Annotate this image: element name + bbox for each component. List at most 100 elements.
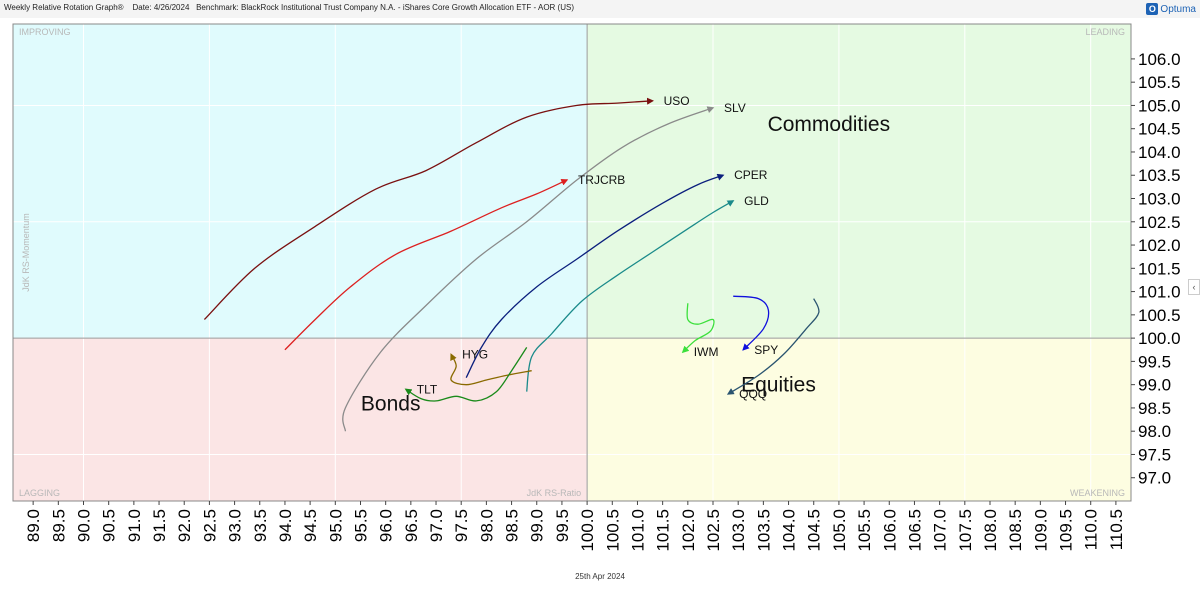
chart-header: Weekly Relative Rotation Graph® Date: 4/… [0, 0, 1200, 18]
x-tick-label: 103.0 [729, 509, 748, 552]
y-tick-label: 103.5 [1138, 166, 1181, 185]
label-qqq: QQQ [739, 387, 767, 401]
grid-lines [12, 23, 1132, 502]
x-tick-label: 108.5 [1006, 509, 1025, 552]
trail-tlt [404, 347, 528, 402]
quadrant-labels: IMPROVING LEADING LAGGING WEAKENING [19, 27, 1125, 498]
x-tick-label: 110.5 [1107, 509, 1126, 550]
trail-gld [526, 200, 735, 392]
x-axis-title: JdK RS-Ratio [527, 488, 582, 498]
x-tick-label: 101.5 [654, 509, 673, 552]
y-tick-label: 105.0 [1138, 96, 1181, 115]
x-tick-label: 105.0 [830, 509, 849, 552]
footer-date: 25th Apr 2024 [575, 572, 625, 581]
benchmark-label: Benchmark: BlackRock Institutional Trust… [196, 3, 574, 12]
x-tick-label: 100.0 [578, 509, 597, 552]
y-tick-label: 105.5 [1138, 73, 1181, 92]
label-spy: SPY [754, 343, 778, 357]
trail-hyg [450, 353, 532, 386]
x-tick-label: 92.5 [200, 509, 219, 542]
x-tick-label: 106.0 [880, 509, 899, 552]
y-tick-label: 102.5 [1138, 213, 1181, 232]
x-tick-label: 102.5 [704, 509, 723, 552]
label-cper: CPER [734, 168, 768, 182]
y-tick-label: 103.0 [1138, 190, 1181, 209]
plot-border [12, 23, 1132, 502]
optuma-logo-text: Optuma [1160, 3, 1196, 15]
x-tick-label: 104.5 [805, 509, 824, 552]
trail-spy [733, 295, 770, 351]
y-axis-title: JdK RS-Momentum [21, 213, 31, 292]
label-gld: GLD [744, 194, 769, 208]
trail-iwm [681, 303, 715, 354]
y-tick-label: 104.0 [1138, 143, 1181, 162]
x-tick-label: 96.0 [377, 509, 396, 542]
y-tick-label: 102.0 [1138, 236, 1181, 255]
plot-background [13, 24, 1131, 501]
trail-slv [342, 106, 715, 432]
y-tick-label: 97.0 [1138, 469, 1171, 488]
x-tick-label: 100.5 [603, 509, 622, 552]
chart-date: Date: 4/26/2024 [132, 3, 190, 12]
x-axis-ticks: 89.0 89.5 90.0 90.5 91.0 91.5 92.0 92.5 93.0 93.5… [24, 501, 1126, 552]
axis-titles: JdK RS-Ratio JdK RS-Momentum [21, 213, 581, 498]
x-tick-label: 95.5 [351, 509, 370, 542]
y-axis-ticks: 97.0 97.5 98.0 98.5 99.0 99.5 100.0 100.5 101.0 1… [1131, 50, 1181, 488]
label-trjcrb: TRJCRB [578, 173, 625, 187]
x-tick-label: 104.0 [780, 509, 799, 552]
rrg-chart: IMPROVING LEADING LAGGING WEAKENING JdK RS-… [12, 23, 1181, 552]
optuma-logo-icon: O [1146, 3, 1159, 15]
x-tick-label: 101.0 [628, 509, 647, 552]
x-tick-label: 106.5 [905, 509, 924, 552]
quadrant-weakening [587, 338, 1131, 501]
quadrant-leading [587, 24, 1131, 339]
x-tick-label: 93.5 [251, 509, 270, 542]
label-iwm: IWM [694, 345, 719, 359]
annotation-label: Equities [741, 374, 816, 397]
x-tick-label: 98.0 [477, 509, 496, 542]
y-tick-label: 100.0 [1138, 329, 1181, 348]
label-tlt: TLT [417, 382, 438, 396]
x-tick-label: 97.0 [427, 509, 446, 542]
quadrant-lagging [13, 338, 588, 501]
x-tick-label: 90.0 [75, 509, 94, 542]
y-tick-label: 98.0 [1138, 422, 1171, 441]
y-tick-label: 99.0 [1138, 376, 1171, 395]
x-tick-label: 105.5 [855, 509, 874, 552]
x-tick-label: 90.5 [100, 509, 119, 542]
x-tick-label: 109.0 [1031, 509, 1050, 552]
x-tick-label: 110.0 [1082, 509, 1101, 550]
trail-uso [203, 97, 654, 320]
x-tick-label: 89.0 [24, 509, 43, 542]
x-tick-label: 108.0 [981, 509, 1000, 552]
x-tick-label: 91.0 [125, 509, 144, 542]
series-trails: USO SLV TRJCRB CPER GLD IWM SPY QQQ HYG TLT [203, 94, 820, 432]
x-tick-label: 96.5 [402, 509, 421, 542]
x-tick-label: 94.0 [276, 509, 295, 542]
y-tick-label: 101.0 [1138, 283, 1181, 302]
y-tick-label: 97.5 [1138, 445, 1171, 464]
x-tick-label: 95.0 [326, 509, 345, 542]
chart-title: Weekly Relative Rotation Graph® [4, 3, 124, 12]
annotation-label: Bonds [361, 392, 421, 415]
quadrant-label: WEAKENING [1070, 488, 1125, 498]
x-tick-label: 99.0 [528, 509, 547, 542]
quadrant-label: IMPROVING [19, 27, 71, 37]
x-tick-label: 91.5 [150, 509, 169, 542]
x-tick-label: 103.5 [754, 509, 773, 552]
chart-info-line: Weekly Relative Rotation Graph® Date: 4/… [4, 3, 574, 12]
x-tick-label: 107.0 [931, 509, 950, 552]
x-tick-label: 94.5 [301, 509, 320, 542]
panel-toggle-icon[interactable]: ‹ [1188, 279, 1200, 295]
trail-trjcrb [284, 179, 569, 351]
x-tick-label: 97.5 [452, 509, 471, 542]
x-tick-label: 98.5 [503, 509, 522, 542]
x-tick-label: 109.5 [1057, 509, 1076, 552]
quadrant-improving [13, 24, 588, 339]
x-tick-label: 89.5 [49, 509, 68, 542]
y-tick-label: 100.5 [1138, 306, 1181, 325]
y-tick-label: 98.5 [1138, 399, 1171, 418]
label-uso: USO [664, 94, 690, 108]
x-tick-label: 93.0 [226, 509, 245, 542]
optuma-logo: O Optuma [1146, 1, 1196, 17]
